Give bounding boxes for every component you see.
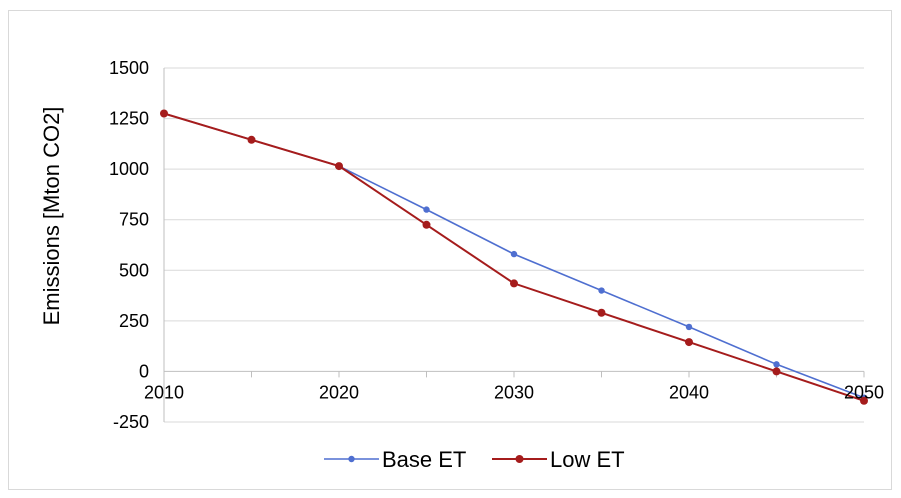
- legend-swatch-marker: [348, 455, 355, 463]
- data-point-low-et: [335, 162, 343, 171]
- data-point-low-et: [510, 279, 518, 288]
- x-tick-label: 2030: [494, 382, 534, 402]
- data-point-base-et: [510, 250, 518, 258]
- data-point-low-et: [422, 220, 431, 229]
- chart-frame: 1500 1250 1000 750 500 250 0 -250 2010 2020 2030 2…: [8, 10, 892, 490]
- data-point-base-et: [598, 287, 605, 294]
- y-tick-label: 1500: [109, 58, 149, 78]
- y-axis-label: Emissions [Mton CO2]: [39, 107, 64, 326]
- data-point-low-et: [860, 396, 868, 405]
- x-tick-label: 2020: [319, 382, 359, 402]
- data-point-low-et: [685, 338, 693, 347]
- y-tick-label: 1250: [109, 109, 149, 129]
- y-tick-label: 0: [139, 361, 149, 381]
- legend-label: Low ET: [550, 447, 625, 472]
- y-tick-label: 250: [119, 311, 149, 331]
- x-tick-labels: 2010 2020 2030 2040 2050: [144, 382, 884, 402]
- legend-item-base-et: Base ET: [324, 447, 466, 472]
- data-point-low-et: [160, 109, 168, 118]
- data-point-low-et: [772, 367, 781, 376]
- gridlines: [164, 67, 864, 423]
- data-point-low-et: [597, 308, 606, 317]
- data-point-base-et: [423, 206, 430, 213]
- x-tick-label: 2050: [844, 382, 884, 402]
- y-tick-label: 1000: [109, 159, 149, 179]
- y-tick-label: -250: [113, 412, 149, 432]
- x-tick-label: 2040: [669, 382, 709, 402]
- series-layer: [160, 109, 868, 405]
- y-tick-label: 500: [119, 260, 149, 280]
- data-point-base-et: [685, 323, 693, 331]
- y-tick-label: 750: [119, 210, 149, 230]
- legend-label: Base ET: [382, 447, 466, 472]
- legend: Base ET Low ET: [324, 447, 625, 472]
- x-tick-label: 2010: [144, 382, 184, 402]
- data-point-low-et: [247, 135, 256, 144]
- legend-swatch-marker: [515, 455, 524, 463]
- axes: [163, 68, 865, 422]
- data-point-base-et: [773, 361, 780, 368]
- legend-item-low-et: Low ET: [492, 447, 625, 472]
- y-tick-labels: 1500 1250 1000 750 500 250 0 -250: [109, 58, 149, 432]
